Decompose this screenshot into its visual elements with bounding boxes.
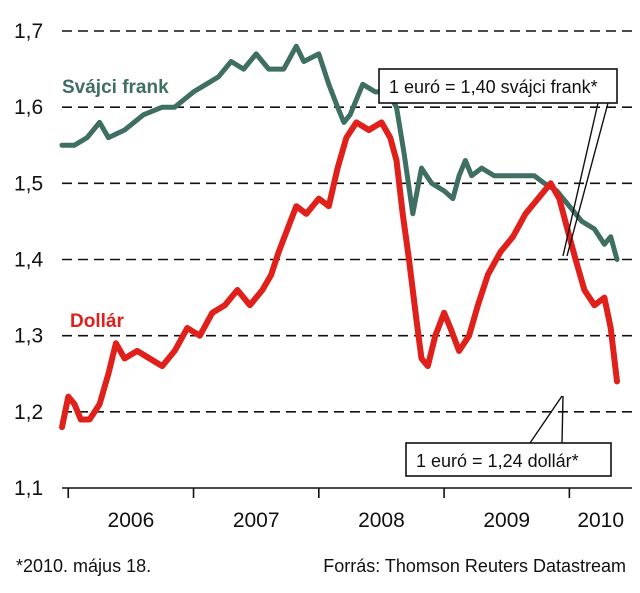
y-tick-label: 1,1	[14, 477, 43, 500]
y-tick-label: 1,4	[14, 249, 44, 272]
y-tick-label: 1,7	[14, 20, 43, 43]
x-tick-label: 2008	[358, 509, 405, 532]
callout-chf-box	[378, 68, 618, 104]
x-axis: 2006 2007 2008 2009 2010	[62, 487, 632, 532]
series-label-chf: Svájci frank	[62, 77, 169, 98]
y-tick-label: 1,3	[14, 325, 43, 348]
footnote: *2010. május 18.	[16, 556, 152, 576]
callout-chf-leader	[562, 102, 599, 257]
y-tick-label: 1,5	[14, 172, 43, 195]
x-tick-label: 2006	[108, 509, 155, 532]
callout-chf: 1 euró = 1,40 svájci frank*	[378, 68, 618, 257]
x-tick-label: 2010	[577, 509, 624, 532]
x-tick-label: 2007	[233, 509, 280, 532]
series-line-usd	[59, 119, 620, 431]
callout-chf-text: 1 euró = 1,40 svájci frank*	[389, 77, 598, 97]
series-line-chf	[59, 43, 620, 262]
series-label-usd: Dollár	[70, 311, 124, 332]
callout-chf-leader-2	[566, 102, 609, 257]
x-tick-label: 2009	[483, 509, 530, 532]
y-axis-ticks: 1,7 1,6 1,5 1,4 1,3 1,2 1,1	[14, 20, 44, 500]
y-tick-label: 1,2	[14, 401, 43, 424]
callout-usd: 1 euró = 1,24 dollár*	[405, 395, 612, 477]
callout-usd-leader	[529, 395, 563, 444]
callout-usd-box	[405, 442, 612, 477]
source-credit: Forrás: Thomson Reuters Datastream	[323, 556, 626, 576]
y-tick-label: 1,6	[14, 96, 43, 119]
callout-usd-leader-2	[561, 395, 564, 444]
series-lines	[59, 43, 620, 431]
callout-usd-text: 1 euró = 1,24 dollár*	[416, 451, 579, 471]
